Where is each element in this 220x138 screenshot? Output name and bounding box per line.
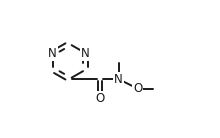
Text: O: O: [133, 82, 142, 95]
Text: O: O: [95, 91, 104, 104]
Text: N: N: [48, 47, 57, 60]
Text: N: N: [81, 47, 90, 60]
Text: N: N: [114, 73, 123, 86]
